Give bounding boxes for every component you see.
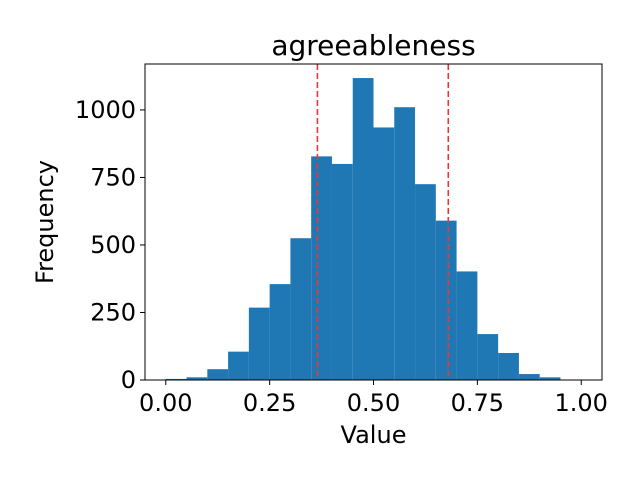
histogram-bar xyxy=(477,334,499,380)
x-tick-label: 0.00 xyxy=(139,389,192,417)
y-tick-label: 0 xyxy=(121,366,136,394)
y-tick-label: 500 xyxy=(90,231,136,259)
histogram-bar xyxy=(311,156,332,380)
histogram-bar xyxy=(394,107,416,380)
x-axis-label: Value xyxy=(341,421,407,449)
histogram-bar xyxy=(331,163,353,380)
histogram-bar xyxy=(539,377,561,380)
y-tick-label: 750 xyxy=(90,163,136,191)
y-tick-label: 1000 xyxy=(75,96,136,124)
histogram-bar xyxy=(228,351,249,380)
histogram-bar xyxy=(248,307,270,380)
reference-lines xyxy=(316,64,450,380)
histogram-bar xyxy=(456,271,478,380)
y-axis-ticks: 0 250 500 750 1000 xyxy=(75,96,145,394)
x-tick-label: 0.25 xyxy=(243,389,296,417)
histogram-bar xyxy=(415,184,436,380)
histogram-bars xyxy=(165,78,561,381)
histogram-bar xyxy=(186,377,208,380)
x-tick-label: 0.50 xyxy=(347,389,400,417)
histogram-bar xyxy=(165,378,187,380)
x-axis-ticks: 0.00 0.25 0.50 0.75 1.00 xyxy=(139,380,608,417)
x-tick-label: 1.00 xyxy=(555,389,608,417)
histogram-bar xyxy=(435,220,457,380)
histogram-bar xyxy=(207,369,229,380)
histogram-bar xyxy=(498,352,519,380)
histogram-bar xyxy=(518,374,540,380)
chart-title: agreeableness xyxy=(271,29,475,62)
histogram-bar xyxy=(290,238,312,380)
y-tick-label: 250 xyxy=(90,298,136,326)
y-axis-label: Frequency xyxy=(31,160,59,284)
histogram-bar xyxy=(352,78,374,381)
histogram-bar xyxy=(269,284,291,380)
x-tick-label: 0.75 xyxy=(451,389,504,417)
histogram-bar xyxy=(373,127,395,380)
